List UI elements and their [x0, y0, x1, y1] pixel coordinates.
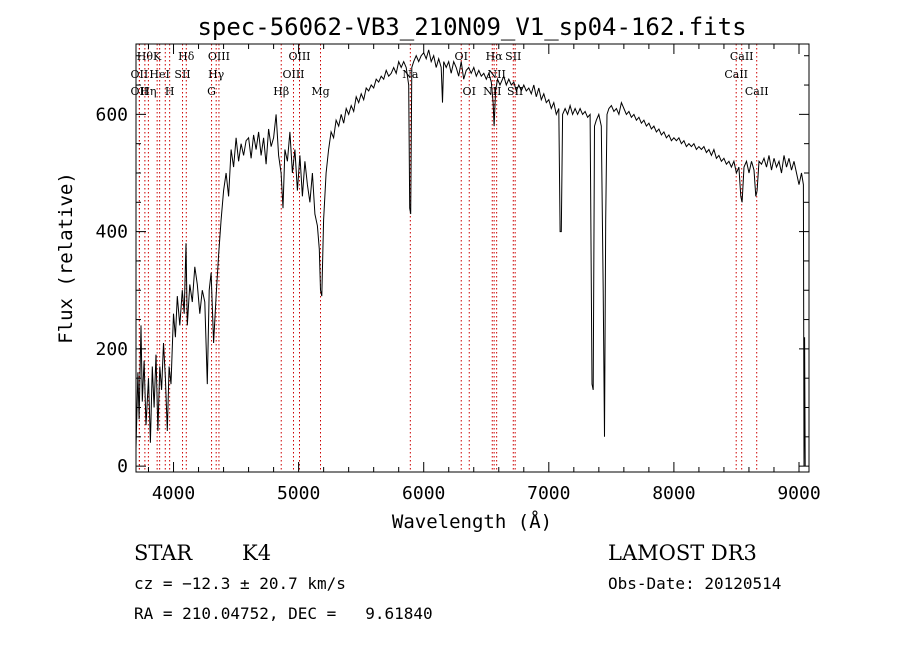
chart-title: spec-56062-VB3_210N09_V1_sp04-162.fits [197, 13, 746, 41]
y-tick-label: 600 [95, 104, 128, 125]
emission-line-labels: HθOIIOIIHηKHeIHSIIHδGHγOIIIHβOIIIOIIIMgN… [131, 50, 769, 98]
line-marker-label: SII [174, 68, 190, 81]
emission-line-markers [138, 44, 758, 472]
line-marker-label: Hδ [178, 50, 195, 63]
line-marker-label: OI [455, 50, 468, 63]
line-marker-label: OIII [208, 50, 230, 63]
line-marker-label: Hβ [273, 85, 289, 98]
y-axis-ticks: 0 200 400 600 [95, 55, 809, 477]
x-tick-label: 9000 [777, 483, 820, 504]
line-marker-label: CaII [724, 68, 748, 81]
y-tick-label: 0 [117, 456, 128, 477]
line-marker-label: Mg [311, 85, 329, 98]
line-marker-label: Hθ [137, 50, 154, 63]
plot-frame [135, 43, 810, 473]
line-marker-label: OIII [282, 68, 304, 81]
line-marker-label: OII [131, 85, 149, 98]
line-marker-label: SII [505, 50, 521, 63]
line-marker-label: OI [463, 85, 476, 98]
x-tick-label: 8000 [652, 483, 695, 504]
line-marker-label: NII [487, 68, 505, 81]
line-marker-label: SII [507, 85, 523, 98]
line-marker-label: Hη [140, 85, 156, 98]
line-marker-label: CaII [730, 50, 754, 63]
x-axis-label: Wavelength (Å) [392, 510, 552, 533]
survey-name: LAMOST DR3 [608, 541, 757, 565]
redshift-text: cz = −12.3 ± 20.7 km/s [134, 574, 346, 593]
y-tick-label: 400 [95, 222, 128, 243]
object-class: STAR [134, 541, 193, 565]
line-marker-label: Hγ [208, 68, 225, 81]
x-tick-label: 7000 [527, 483, 570, 504]
obs-date-text: Obs-Date: 20120514 [608, 574, 781, 593]
line-marker-label: Na [402, 68, 419, 81]
line-marker-label: G [207, 85, 216, 98]
object-subclass: K4 [242, 541, 271, 565]
ra-dec-text: RA = 210.04752, DEC = 9.61840 [134, 604, 433, 623]
y-axis-label: Flux (relative) [55, 172, 77, 344]
x-axis-ticks: 4000 5000 6000 7000 8000 9000 [148, 44, 821, 504]
line-marker-label: Hα [486, 50, 504, 63]
x-tick-label: 4000 [152, 483, 195, 504]
spectrum-line [135, 49, 806, 467]
spectrum-series [135, 49, 806, 467]
line-marker-label: OIII [288, 50, 310, 63]
y-tick-label: 200 [95, 339, 128, 360]
line-marker-label: OII [131, 68, 149, 81]
x-tick-label: 5000 [277, 483, 320, 504]
x-tick-label: 6000 [402, 483, 445, 504]
line-marker-label: HeI [149, 68, 169, 81]
line-marker-label: CaII [745, 85, 769, 98]
line-marker-label: K [153, 50, 162, 63]
line-marker-label: H [165, 85, 175, 98]
